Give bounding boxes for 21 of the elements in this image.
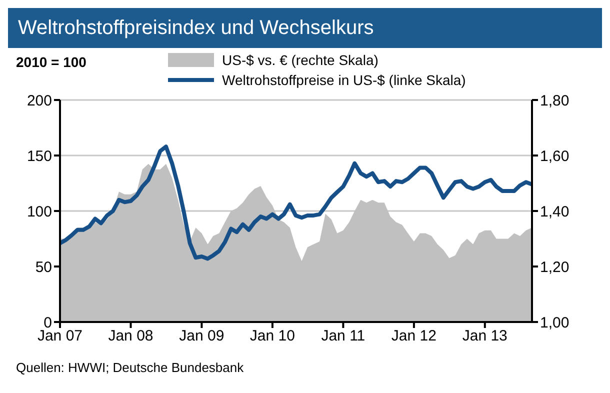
x-tick-label: Jan 13 <box>462 328 508 345</box>
legend-label: Weltrohstoffpreise in US-$ (linke Skala) <box>222 72 466 88</box>
x-tick-label: Jan 10 <box>250 328 295 345</box>
x-tick-label: Jan 09 <box>179 328 224 345</box>
y2-tick-label: 1,40 <box>540 203 570 220</box>
y2-tick-label: 1,80 <box>540 92 570 110</box>
x-tick-label: Jan 08 <box>108 328 154 345</box>
y-tick-label: 50 <box>35 258 52 276</box>
x-tick-label: Jan 11 <box>321 328 366 345</box>
y-axis-title: 2010 = 100 <box>16 54 86 70</box>
chart-title: Weltrohstoffpreisindex und Wechselkurs <box>8 8 602 48</box>
legend-label: US-$ vs. € (rechte Skala) <box>222 52 378 68</box>
source-note: Quellen: HWWI; Deutsche Bundesbank <box>16 360 245 375</box>
y2-tick-label: 1,00 <box>540 314 570 332</box>
line-series <box>60 144 532 261</box>
y2-tick-label: 1,60 <box>540 148 570 165</box>
y-tick-label: 200 <box>26 92 52 110</box>
x-tick-label: Jan 12 <box>391 328 436 345</box>
y-tick-label: 150 <box>26 148 52 165</box>
y-tick-label: 100 <box>26 203 52 220</box>
y2-tick-label: 1,20 <box>540 258 570 276</box>
